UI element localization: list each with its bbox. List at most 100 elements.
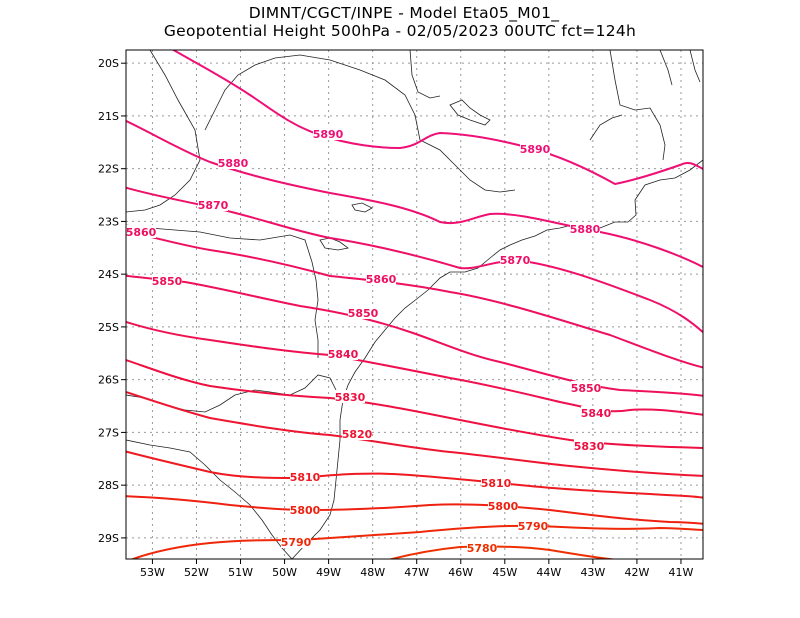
plot-frame: [125, 49, 704, 560]
state-border-2: [419, 139, 516, 193]
lon-label-46W: 46W: [448, 566, 473, 579]
contour-5820: [126, 390, 703, 477]
state-border-3: [409, 50, 441, 99]
axes: 20S 21S 22S 23S 24S 25S 26S 27S 28S 29S 53W 52W 51W 5…: [98, 57, 694, 579]
contour-label-bg-5810: [481, 476, 511, 489]
state-border-4: [609, 50, 666, 161]
contour-label-5850: 5850: [571, 382, 602, 395]
contour-label-bg-5830: [335, 390, 365, 403]
contour-label-5810: 5810: [290, 471, 321, 484]
contour-label-bg-5800: [290, 503, 320, 516]
lon-label-50W: 50W: [272, 566, 297, 579]
contour-label-5880: 5880: [570, 223, 601, 236]
border-west: [126, 50, 201, 213]
lon-label-45W: 45W: [492, 566, 517, 579]
lat-label-25S: 25S: [98, 321, 119, 334]
contour-label-5870: 5870: [198, 199, 229, 212]
contour-label-bg-5840: [328, 347, 358, 360]
contour-label-5870: 5870: [500, 254, 531, 267]
coastline: [291, 159, 703, 559]
contour-label-bg-5860: [366, 272, 396, 285]
contour-label-5780: 5780: [467, 542, 498, 555]
contour-label-bg-5790: [281, 535, 311, 548]
contour-label-bg-5840: [581, 406, 611, 419]
lat-label-23S: 23S: [98, 215, 119, 228]
state-border-6: [689, 50, 701, 83]
contour-5780: [387, 545, 618, 559]
contour-label-bg-5850: [348, 306, 378, 319]
contour-label-bg-5890: [313, 127, 343, 140]
contour-labels: 5890 5890 5880 5880 5870 5870 5860 5860 5850 5850…: [126, 127, 612, 555]
lon-label-48W: 48W: [360, 566, 385, 579]
border-uruguay: [126, 439, 293, 559]
contour-5850: [126, 274, 703, 397]
contour-label-bg-5870: [198, 198, 228, 211]
coastline-and-borders: [126, 50, 703, 559]
contour-label-bg-5790: [518, 519, 548, 532]
contour-label-bg-5890: [520, 142, 550, 155]
contour-label-bg-5780: [467, 541, 497, 554]
contour-label-5850: 5850: [152, 275, 183, 288]
contour-label-5890: 5890: [520, 143, 551, 156]
contour-label-5860: 5860: [126, 226, 157, 239]
lat-label-28S: 28S: [98, 479, 119, 492]
contour-label-bg-5870: [500, 253, 530, 266]
contour-5880: [126, 119, 703, 269]
contour-label-bg-5820: [342, 427, 372, 440]
state-border-7: [589, 114, 623, 141]
lon-label-51W: 51W: [228, 566, 253, 579]
contour-label-5790: 5790: [518, 520, 549, 533]
border-inner-1: [126, 224, 319, 358]
contour-label-5840: 5840: [581, 407, 612, 420]
contour-label-5840: 5840: [328, 348, 359, 361]
state-border-1: [204, 54, 421, 141]
title-line-2: Geopotential Height 500hPa - 02/05/2023 …: [163, 22, 637, 40]
contour-label-bg-5850: [152, 274, 182, 287]
lon-label-49W: 49W: [316, 566, 341, 579]
contour-label-5800: 5800: [290, 504, 321, 517]
state-border-5: [659, 50, 673, 86]
lon-label-52W: 52W: [184, 566, 209, 579]
contour-label-5830: 5830: [574, 440, 605, 453]
contour-label-5820: 5820: [342, 428, 373, 441]
contour-label-5890: 5890: [313, 128, 344, 141]
contour-label-bg-5810: [290, 470, 320, 483]
lat-label-22S: 22S: [98, 163, 119, 176]
title-line-1: DIMNT/CGCT/INPE - Model Eta05_M01_: [248, 4, 560, 22]
contour-label-5830: 5830: [335, 391, 366, 404]
contour-label-5880: 5880: [218, 157, 249, 170]
lat-label-29S: 29S: [98, 532, 119, 545]
contour-5790: [130, 524, 703, 559]
lat-label-24S: 24S: [98, 268, 119, 281]
lat-label-26S: 26S: [98, 374, 119, 387]
reservoir-1: [449, 99, 491, 126]
lat-label-21S: 21S: [98, 110, 119, 123]
lon-label-41W: 41W: [669, 566, 694, 579]
lon-label-43W: 43W: [580, 566, 605, 579]
lon-label-42W: 42W: [624, 566, 649, 579]
contour-label-5860: 5860: [366, 273, 397, 286]
lat-lon-grid: [126, 50, 703, 559]
contour-5800: [126, 495, 703, 525]
lat-label-27S: 27S: [98, 426, 119, 439]
contour-5860: [126, 230, 703, 369]
contour-5840: [126, 320, 703, 416]
lon-label-53W: 53W: [140, 566, 165, 579]
contour-label-bg-5880: [570, 222, 600, 235]
lon-label-47W: 47W: [404, 566, 429, 579]
contour-label-bg-5830: [574, 439, 604, 452]
lon-label-44W: 44W: [536, 566, 561, 579]
contour-label-5810: 5810: [481, 477, 512, 490]
contour-label-bg-5880: [218, 156, 248, 169]
border-argentina: [126, 374, 337, 413]
contour-label-bg-5850: [571, 381, 601, 394]
contour-label-5850: 5850: [348, 307, 379, 320]
contour-5810: [126, 450, 703, 499]
reservoir-3: [351, 202, 373, 213]
contour-label-5800: 5800: [488, 500, 519, 513]
contour-label-5790: 5790: [281, 536, 312, 549]
contour-5890: [171, 50, 703, 186]
contour-label-bg-5860: [126, 225, 156, 238]
lat-label-20S: 20S: [98, 57, 119, 70]
